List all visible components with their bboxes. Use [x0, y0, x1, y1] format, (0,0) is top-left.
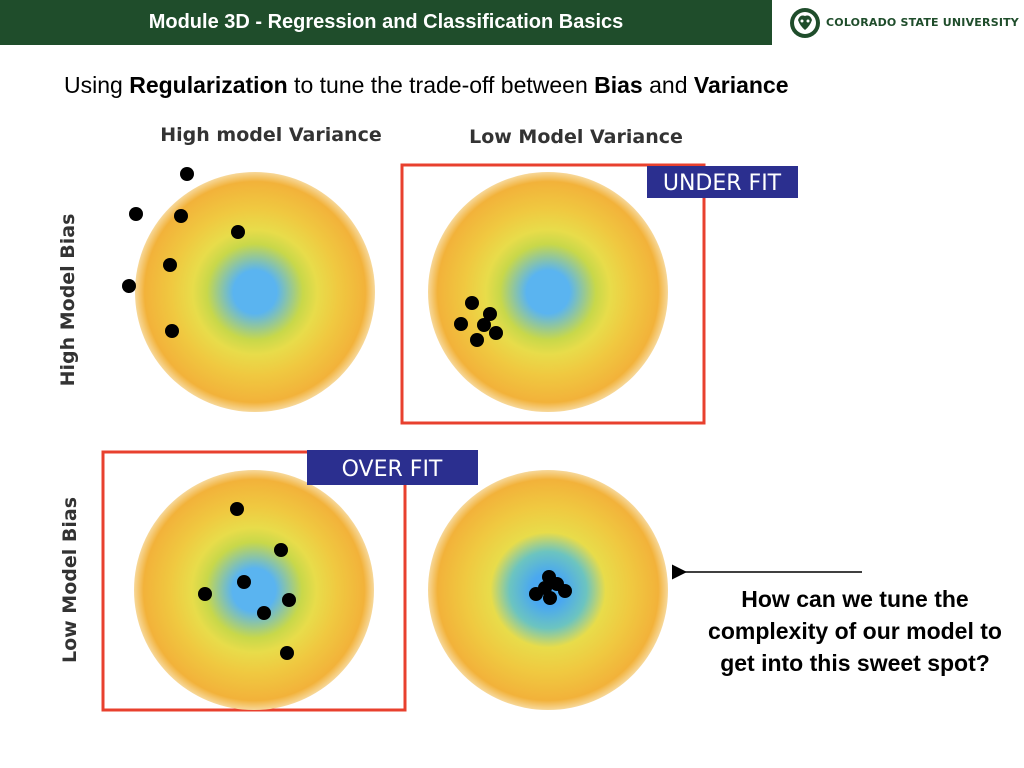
column-label-high-variance: High model Variance: [160, 124, 382, 146]
under-fit-badge: [647, 166, 798, 198]
dot: [465, 296, 479, 310]
dots-high-bias-high-variance: [122, 167, 245, 338]
dot: [174, 209, 188, 223]
dot: [163, 258, 177, 272]
dot: [231, 225, 245, 239]
slide-subtitle: Using Regularization to tune the trade-o…: [64, 72, 789, 99]
dot: [198, 587, 212, 601]
dots-high-bias-low-variance: [454, 296, 503, 347]
target-low-bias-high-variance: [134, 470, 374, 710]
target-high-bias-low-variance: [428, 172, 668, 412]
dot: [280, 646, 294, 660]
dots-low-bias-high-variance: [198, 502, 296, 660]
dot: [483, 307, 497, 321]
dot: [489, 326, 503, 340]
over-fit-label: OVER FIT: [342, 457, 443, 482]
dot: [529, 587, 543, 601]
dots-low-bias-low-variance: [529, 570, 572, 605]
over-fit-badge: [307, 450, 478, 485]
dot: [274, 543, 288, 557]
dot: [477, 318, 491, 332]
row-label-high-bias: High Model Bias: [57, 214, 79, 387]
university-logo: COLORADO STATE UNIVERSITY: [788, 6, 1019, 40]
dot: [543, 591, 557, 605]
subtitle-and: and: [642, 72, 694, 98]
sweet-spot-question: How can we tune the complexity of our mo…: [708, 586, 1002, 676]
subtitle-term-variance: Variance: [693, 72, 789, 98]
target-high-bias-high-variance: [135, 172, 375, 412]
dot: [165, 324, 179, 338]
logo-text: COLORADO STATE UNIVERSITY: [826, 16, 1019, 29]
subtitle-term-regularization: Regularization: [129, 72, 288, 98]
under-fit-label: UNDER FIT: [663, 171, 782, 196]
dot: [282, 593, 296, 607]
under-fit-frame: [400, 163, 706, 425]
dot: [230, 502, 244, 516]
row-label-low-bias: Low Model Bias: [59, 497, 81, 663]
dot: [454, 317, 468, 331]
slide-header-title: Module 3D - Regression and Classificatio…: [148, 11, 624, 33]
dot: [129, 207, 143, 221]
subtitle-middle: to tune the trade-off between: [287, 72, 595, 98]
dot: [122, 279, 136, 293]
dot: [180, 167, 194, 181]
ram-logo-icon: [790, 8, 820, 38]
dot: [237, 575, 251, 589]
header-bar: [0, 0, 772, 45]
column-label-low-variance: Low Model Variance: [469, 126, 683, 148]
dot: [257, 606, 271, 620]
dot: [558, 584, 572, 598]
subtitle-term-bias: Bias: [594, 72, 643, 98]
subtitle-prefix: Using: [64, 72, 130, 98]
dot: [470, 333, 484, 347]
